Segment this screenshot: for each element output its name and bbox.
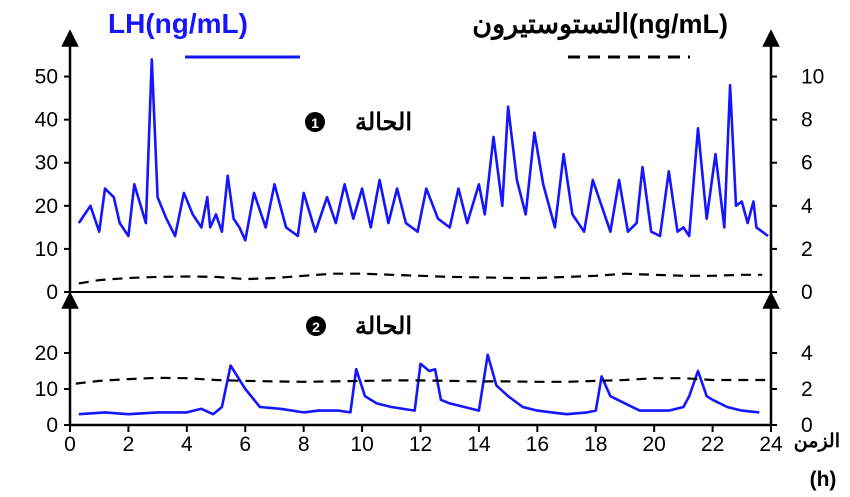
x-tick-label: 16 [526,433,549,456]
panel-1-left-tick-label: 30 [35,152,58,175]
x-tick-label: 24 [759,433,783,456]
x-tick-label: 22 [701,433,724,456]
legend-testosterone-label: التستوستيرون(ng/mL) [472,9,728,41]
x-tick-label: 20 [642,433,665,456]
panel-1-left-tick-label: 40 [35,109,58,132]
panel-1-lh-series-line [77,57,769,242]
panel-1-right-tick-label: 6 [801,152,813,175]
panel-1-testosterone-series-line [78,272,763,285]
panel-2-right-tick-label: 0 [801,414,813,437]
panel-1-right-tick-label: 2 [801,238,813,261]
x-tick-label: 6 [239,433,251,456]
panel-1-title: الحالة [355,109,412,136]
panel-1-right-tick-label: 0 [801,281,813,304]
panel-1-left-tick-label: 50 [35,66,58,89]
panel-2-left-tick-label: 20 [35,342,58,365]
x-tick-label: 18 [584,433,607,456]
panel-2-left-tick-label: 10 [35,378,58,401]
panel-1-right-tick-label: 4 [801,195,813,218]
panel-2-number: 2 [312,319,320,335]
panel-2-label: الحالة 2 [306,313,412,340]
x-tick-label: 2 [123,433,135,456]
panel-1-left-tick-label: 0 [46,281,58,304]
x-tick-label: 12 [409,433,432,456]
panel-2-right-tick-label: 2 [801,378,813,401]
panel-1-right-tick-label: 10 [801,66,824,89]
panel-2-number-badge [306,316,326,336]
panel-2-left-tick-label: 0 [46,414,58,437]
panel-1-right-tick-label: 8 [801,109,813,132]
x-unit-label: الزمن [794,431,840,452]
x-tick-label: 8 [298,433,310,456]
panel-1-left-tick-label: 10 [35,238,58,261]
panel-2-title: الحالة [355,313,412,340]
panel-2-testosterone-series-line [75,376,766,385]
panel-2-right-tick-label: 4 [801,342,813,365]
panel-1-axes [61,29,780,293]
panel-1-number-badge [305,112,325,132]
panel-1-left-tick-label: 20 [35,195,58,218]
panel-1-number: 1 [311,115,319,131]
x-tick-label: 10 [350,433,373,456]
x-tick-label: 14 [467,433,491,456]
x-unit: (h) [810,468,837,491]
x-tick-label: 0 [64,433,76,456]
x-tick-label: 4 [181,433,193,456]
panel-2-lh-series-line [78,353,760,416]
panel-1-label: الحالة 1 [305,109,412,136]
legend-lh-label: LH(ng/mL) [108,8,248,39]
